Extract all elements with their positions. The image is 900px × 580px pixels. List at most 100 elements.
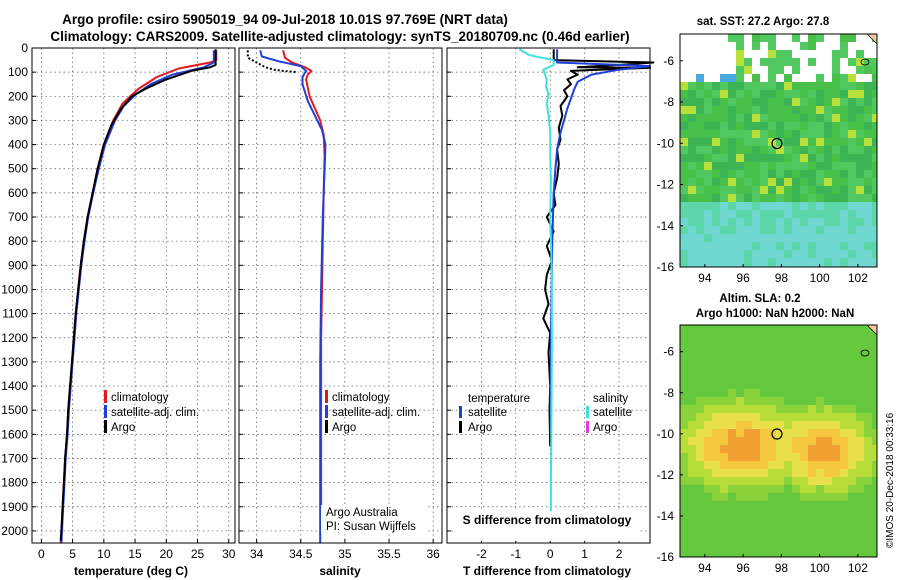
map-cell (704, 226, 712, 234)
map-cell (680, 154, 688, 162)
map-cell (832, 234, 840, 242)
map-cell (696, 453, 704, 461)
map-cell (808, 82, 816, 90)
map-cell (712, 501, 720, 509)
map-cell (704, 82, 712, 90)
map-cell (840, 549, 848, 557)
sal-legend-swatch-argo (325, 420, 328, 433)
map-cell (680, 138, 688, 146)
map-cell (776, 509, 784, 517)
map-cell (816, 90, 824, 98)
map-cell (744, 461, 752, 469)
map-cell (712, 122, 720, 130)
map-cell (712, 453, 720, 461)
map-cell (856, 162, 864, 170)
map-x-tick-label: 100 (810, 271, 830, 285)
map-cell (784, 405, 792, 413)
map-cell (768, 341, 776, 349)
map-cell (712, 445, 720, 453)
map-cell (776, 365, 784, 373)
map-cell (720, 210, 728, 218)
map-cell (792, 413, 800, 421)
map-cell (768, 349, 776, 357)
map-cell (848, 501, 856, 509)
map-cell (744, 170, 752, 178)
map-cell (680, 405, 688, 413)
map-cell (848, 242, 856, 250)
map-cell (776, 218, 784, 226)
diff-legend-swatch-t-argo (459, 421, 462, 433)
map-cell (768, 509, 776, 517)
map-cell (688, 493, 696, 501)
map-cell (840, 413, 848, 421)
map-cell (856, 373, 864, 381)
map-cell (760, 98, 768, 106)
map-cell (744, 325, 752, 333)
map-cell (776, 194, 784, 202)
map-cell (824, 146, 832, 154)
map-cell (776, 50, 784, 58)
map-x-tick-label: 96 (736, 271, 750, 285)
map-cell (768, 74, 776, 82)
map-cell (784, 234, 792, 242)
map-cell (688, 170, 696, 178)
map-cell (856, 98, 864, 106)
map-cell (704, 437, 712, 445)
map-cell (792, 477, 800, 485)
island-outline (860, 349, 870, 357)
map-cell (792, 194, 800, 202)
map-cell (856, 250, 864, 258)
map-cell (728, 397, 736, 405)
map-cell (856, 381, 864, 389)
map-cell (816, 242, 824, 250)
map-cell (848, 549, 856, 557)
map-cell (720, 122, 728, 130)
map-cell (696, 114, 704, 122)
map-cell (840, 469, 848, 477)
sst-map-image (680, 33, 878, 267)
map-cell (856, 429, 864, 437)
map-cell (744, 381, 752, 389)
map-cell (768, 130, 776, 138)
map-cell (832, 146, 840, 154)
map-cell (816, 34, 824, 42)
map-cell (832, 178, 840, 186)
map-cell (872, 389, 877, 397)
map-cell (688, 178, 696, 186)
sal-legend-label-climatology: climatology (332, 392, 390, 404)
map-cell (728, 541, 736, 549)
map-cell (696, 106, 704, 114)
map-cell (784, 453, 792, 461)
map-cell (704, 170, 712, 178)
map-cell (768, 357, 776, 365)
map-cell (696, 533, 704, 541)
map-cell (696, 218, 704, 226)
map-cell (864, 226, 872, 234)
map-cell (864, 549, 872, 557)
map-cell (864, 429, 872, 437)
map-cell (840, 389, 848, 397)
map-cell (752, 202, 760, 210)
y-tick-label: 200 (8, 89, 28, 103)
map-cell (840, 210, 848, 218)
map-cell (848, 82, 856, 90)
map-cell (688, 357, 696, 365)
map-cell (824, 242, 832, 250)
map-cell (704, 90, 712, 98)
map-cell (848, 333, 856, 341)
map-cell (816, 226, 824, 234)
map-cell (744, 429, 752, 437)
map-cell (704, 341, 712, 349)
map-cell (752, 146, 760, 154)
map-cell (728, 325, 736, 333)
map-cell (768, 90, 776, 98)
map-cell (688, 365, 696, 373)
map-cell (792, 493, 800, 501)
map-y-tick-label: -14 (657, 219, 675, 233)
map-cell (856, 437, 864, 445)
map-cell (848, 429, 856, 437)
map-cell (792, 234, 800, 242)
map-cell (856, 258, 864, 266)
map-cell (832, 429, 840, 437)
map-cell (712, 533, 720, 541)
